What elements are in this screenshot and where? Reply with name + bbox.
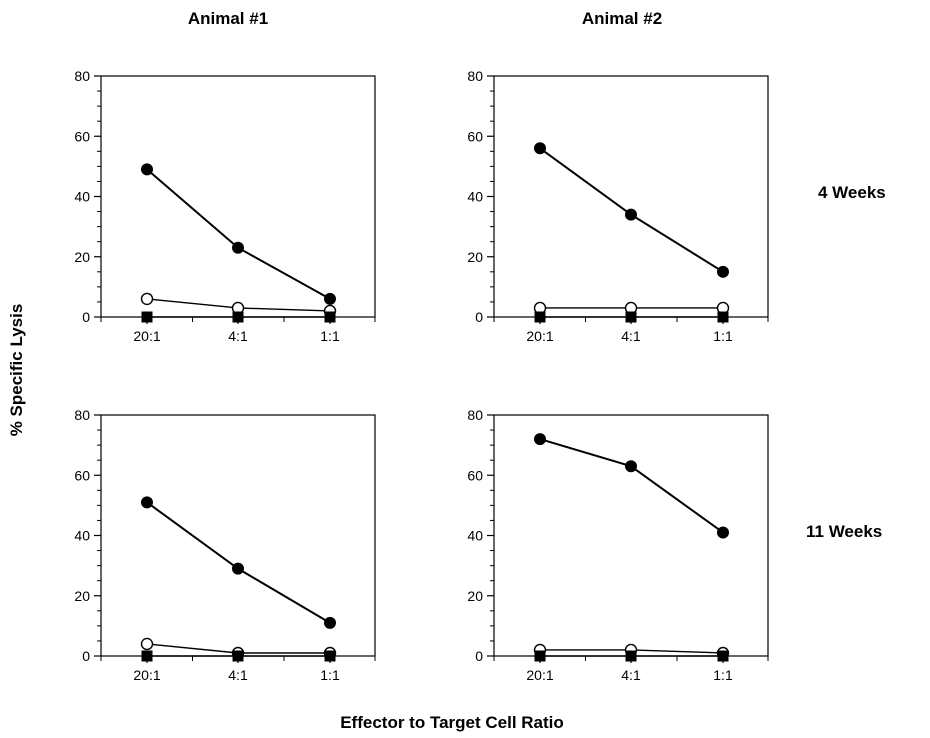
y-tick-label: 80	[467, 407, 483, 423]
y-tick-label: 40	[467, 189, 483, 205]
filled-circle-marker	[534, 142, 546, 155]
x-tick-label: 4:1	[228, 328, 248, 344]
y-tick-label: 20	[467, 249, 483, 265]
y-tick-label: 80	[467, 68, 483, 84]
y-tick-label: 0	[82, 309, 90, 325]
panel-2: 0 20 40 60 80 20:1 4:1 1:1	[467, 68, 769, 344]
square-marker	[232, 650, 244, 662]
panel-frame	[100, 75, 376, 318]
y-tick-label: 0	[475, 648, 483, 664]
square-marker	[324, 311, 336, 323]
square-marker	[717, 311, 729, 323]
filled-circle-marker	[232, 241, 244, 254]
y-tick-label: 40	[74, 528, 90, 544]
panel-3: 0 20 40 60 80 20:1 4:1 1:1	[74, 407, 376, 683]
x-axis-label: Effector to Target Cell Ratio	[340, 713, 564, 732]
y-tick-label: 60	[467, 467, 483, 483]
square-marker	[324, 650, 336, 662]
filled-circle-marker	[324, 616, 336, 629]
square-marker	[625, 311, 637, 323]
filled-circle-marker	[141, 496, 153, 509]
y-tick-label: 0	[82, 648, 90, 664]
square-marker	[625, 650, 637, 662]
filled-circle-marker	[625, 460, 637, 473]
y-tick-label: 60	[74, 128, 90, 144]
open-circle-marker	[140, 292, 154, 306]
y-tick-label: 20	[74, 588, 90, 604]
x-tick-label: 1:1	[320, 328, 340, 344]
panel-1: 0 20 40 60 80 20:1 4:1 1:1	[74, 68, 376, 344]
filled-circle-marker	[717, 526, 729, 539]
row-label-11-weeks: 11 Weeks	[806, 522, 882, 541]
row-label-4-weeks: 4 Weeks	[818, 183, 886, 202]
column-header-animal-2: Animal #2	[582, 9, 662, 28]
panel-frame	[493, 75, 769, 318]
open-circle-marker	[140, 637, 154, 651]
y-tick-label: 0	[475, 309, 483, 325]
x-tick-label: 4:1	[621, 328, 641, 344]
x-tick-label: 20:1	[526, 667, 553, 683]
y-tick-label: 20	[467, 588, 483, 604]
y-tick-label: 80	[74, 68, 90, 84]
square-marker	[717, 650, 729, 662]
x-tick-label: 20:1	[133, 328, 160, 344]
y-tick-label: 20	[74, 249, 90, 265]
series-line-filled-circle	[146, 501, 331, 624]
x-tick-label: 4:1	[621, 667, 641, 683]
square-marker	[141, 311, 153, 323]
filled-circle-marker	[232, 562, 244, 575]
y-axis-label: % Specific Lysis	[7, 304, 26, 437]
column-header-animal-1: Animal #1	[188, 9, 268, 28]
series-line-filled-circle	[539, 438, 724, 534]
panel-4: 0 20 40 60 80 20:1 4:1 1:1	[467, 407, 769, 683]
x-tick-label: 1:1	[713, 667, 733, 683]
filled-circle-marker	[625, 208, 637, 221]
y-tick-label: 60	[467, 128, 483, 144]
y-tick-label: 40	[467, 528, 483, 544]
x-tick-label: 20:1	[526, 328, 553, 344]
square-marker	[534, 650, 546, 662]
x-tick-label: 1:1	[713, 328, 733, 344]
filled-circle-marker	[141, 163, 153, 176]
filled-circle-marker	[324, 292, 336, 305]
square-marker	[534, 311, 546, 323]
filled-circle-marker	[717, 265, 729, 278]
x-tick-label: 1:1	[320, 667, 340, 683]
panels: 0 20 40 60 80 20:1 4:1 1:1 0 20 40 60 80 20:1 4:1 1:1 0 2…	[74, 68, 769, 683]
y-tick-label: 80	[74, 407, 90, 423]
square-marker	[232, 311, 244, 323]
square-marker	[141, 650, 153, 662]
series-line-filled-circle	[146, 168, 331, 300]
y-tick-label: 40	[74, 189, 90, 205]
filled-circle-marker	[534, 433, 546, 446]
x-tick-label: 4:1	[228, 667, 248, 683]
y-tick-label: 60	[74, 467, 90, 483]
x-tick-label: 20:1	[133, 667, 160, 683]
